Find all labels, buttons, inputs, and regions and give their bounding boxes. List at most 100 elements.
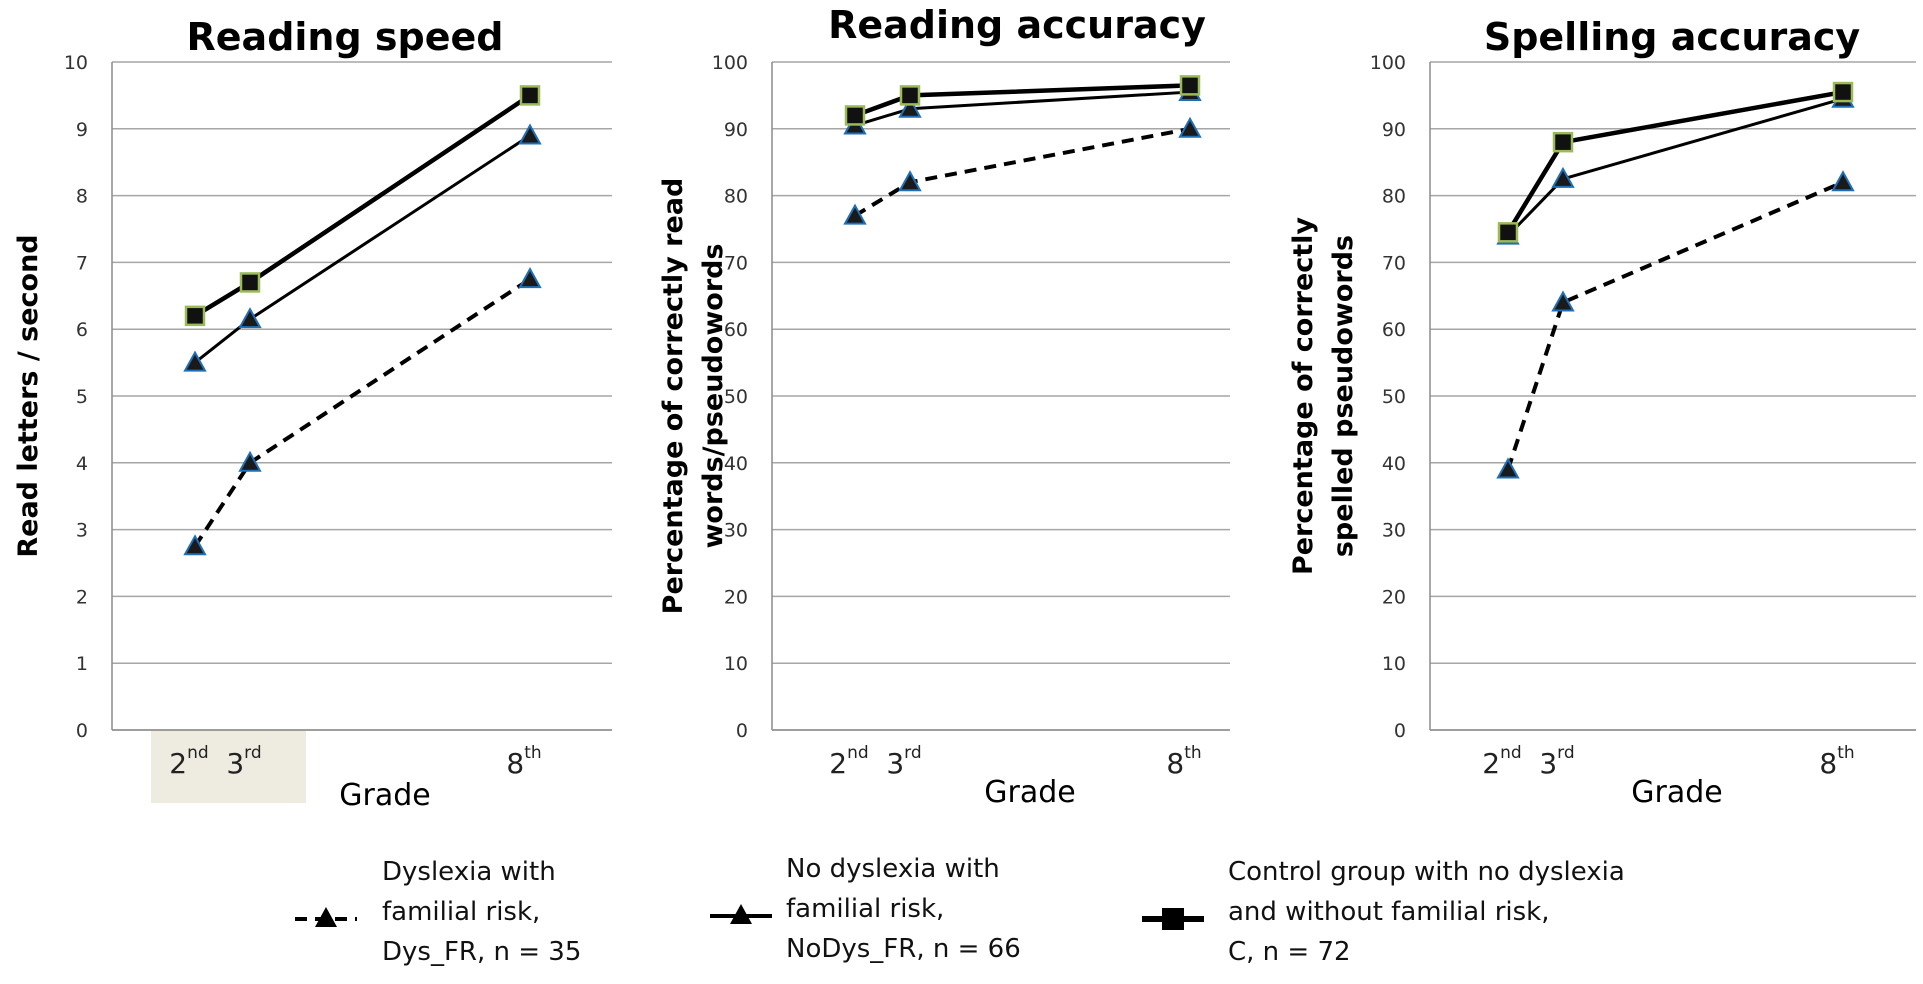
y-tick-label: 7 bbox=[76, 252, 88, 274]
x-tick-superscript: th bbox=[1837, 743, 1854, 763]
data-point-dys_fr bbox=[898, 170, 922, 192]
chart-panel-2: 0 10 20 30 40 50 60 70 80 90 100 Reading accuracy Pe… bbox=[658, 3, 1230, 810]
y-tick-label: 40 bbox=[1382, 453, 1406, 475]
x-tick-label: 8th bbox=[1166, 743, 1201, 780]
x-tick-superscript: nd bbox=[847, 743, 869, 763]
y-axis-label-line: Percentage of correctly bbox=[1288, 217, 1319, 575]
data-point-control bbox=[1832, 81, 1854, 103]
data-point-control bbox=[239, 272, 261, 293]
x-axis-label: Grade bbox=[339, 778, 430, 813]
legend-label: NoDys_FR, n = 66 bbox=[786, 934, 1021, 964]
y-tick-label: 3 bbox=[76, 520, 88, 542]
data-point-control bbox=[844, 105, 866, 126]
x-tick-label: 3rd bbox=[226, 743, 261, 780]
y-tick-label: 1 bbox=[76, 653, 88, 675]
y-tick-label: 100 bbox=[712, 52, 748, 74]
legend-label: No dyslexia with bbox=[786, 854, 1000, 884]
data-point-nodys_fr bbox=[238, 307, 262, 329]
data-point-nodys_fr bbox=[518, 123, 542, 145]
y-tick-label: 20 bbox=[1382, 586, 1406, 608]
y-tick-label: 20 bbox=[724, 586, 748, 608]
chart-title: Spelling accuracy bbox=[1484, 15, 1861, 59]
y-tick-label: 50 bbox=[724, 386, 748, 408]
y-tick-label: 100 bbox=[1370, 52, 1406, 74]
x-tick-base: 8 bbox=[1819, 747, 1837, 780]
x-tick-superscript: rd bbox=[904, 743, 921, 763]
x-tick-base: 3 bbox=[886, 747, 904, 780]
x-tick-base: 2 bbox=[1482, 747, 1500, 780]
data-point-control bbox=[899, 85, 921, 106]
y-tick-label: 70 bbox=[1382, 252, 1406, 274]
x-tick-superscript: rd bbox=[1557, 743, 1574, 763]
x-tick-base: 3 bbox=[1539, 747, 1557, 780]
series-line-dys_fr bbox=[193, 277, 532, 548]
x-tick-label: 8th bbox=[1819, 743, 1854, 780]
x-axis-label: Grade bbox=[1631, 775, 1722, 810]
y-tick-label: 90 bbox=[724, 119, 748, 141]
x-tick-base: 3 bbox=[226, 747, 244, 780]
x-axis-label: Grade bbox=[984, 775, 1075, 810]
y-tick-label: 30 bbox=[1382, 520, 1406, 542]
series-line-nodys_fr bbox=[1506, 97, 1844, 237]
data-point-control bbox=[184, 305, 206, 327]
data-point-dys_fr bbox=[1496, 457, 1520, 479]
data-point-dys_fr bbox=[1831, 170, 1855, 192]
y-tick-label: 5 bbox=[76, 386, 88, 408]
y-tick-label: 70 bbox=[724, 252, 748, 274]
y-axis-label: Percentage of correctly spelled pseudowor… bbox=[1288, 217, 1359, 575]
data-point-nodys_fr bbox=[183, 350, 207, 372]
y-tick-label: 0 bbox=[1394, 720, 1406, 742]
data-point-dys_fr bbox=[518, 267, 542, 289]
y-tick-label: 50 bbox=[1382, 386, 1406, 408]
legend-label: Dys_FR, n = 35 bbox=[382, 937, 581, 967]
legend-label: C, n = 72 bbox=[1228, 937, 1351, 967]
y-tick-label: 10 bbox=[64, 52, 88, 74]
data-point-control bbox=[1179, 75, 1201, 96]
data-point-control bbox=[1552, 131, 1574, 153]
y-tick-label: 2 bbox=[76, 586, 88, 608]
legend-item-control: Control group with no dyslexia and withou… bbox=[1142, 857, 1625, 967]
x-tick-label: 3rd bbox=[1539, 743, 1574, 780]
legend-item-nodys_fr: No dyslexia with familial risk, NoDys_FR, … bbox=[710, 854, 1021, 964]
y-tick-label: 0 bbox=[736, 720, 748, 742]
legend: Dyslexia with familial risk, Dys_FR, n = 3… bbox=[295, 854, 1625, 967]
y-tick-label: 90 bbox=[1382, 119, 1406, 141]
y-tick-label: 9 bbox=[76, 119, 88, 141]
x-tick-superscript: th bbox=[1184, 743, 1201, 763]
legend-label: and without familial risk, bbox=[1228, 897, 1549, 927]
y-axis-label: Read letters / second bbox=[13, 234, 44, 557]
x-tick-superscript: nd bbox=[187, 743, 209, 763]
x-tick-label: 3rd bbox=[886, 743, 921, 780]
y-axis-label-line: spelled pseudowords bbox=[1328, 235, 1359, 557]
x-tick-superscript: rd bbox=[244, 743, 261, 763]
legend-label: familial risk, bbox=[382, 897, 540, 927]
y-axis-label-line: words/pseudowords bbox=[698, 243, 729, 548]
y-axis-label: Percentage of correctly read words/pseudo… bbox=[658, 178, 729, 615]
y-tick-label: 6 bbox=[76, 319, 88, 341]
x-tick-label: 8th bbox=[506, 743, 541, 780]
y-tick-label: 40 bbox=[724, 453, 748, 475]
grade-highlight-box bbox=[151, 730, 306, 803]
x-tick-base: 8 bbox=[1166, 747, 1184, 780]
legend-square-icon bbox=[1162, 908, 1184, 930]
legend-label: familial risk, bbox=[786, 894, 944, 924]
y-tick-label: 0 bbox=[76, 720, 88, 742]
y-tick-label: 8 bbox=[76, 186, 88, 208]
data-point-control bbox=[1497, 222, 1519, 243]
x-tick-base: 2 bbox=[169, 747, 187, 780]
x-tick-base: 8 bbox=[506, 747, 524, 780]
legend-triangle-icon bbox=[730, 904, 752, 924]
y-tick-label: 80 bbox=[724, 186, 748, 208]
data-point-dys_fr bbox=[1178, 116, 1202, 138]
legend-item-dys_fr: Dyslexia with familial risk, Dys_FR, n = 3… bbox=[295, 857, 581, 967]
data-point-nodys_fr bbox=[1551, 166, 1575, 188]
x-tick-superscript: nd bbox=[1500, 743, 1522, 763]
x-tick-superscript: th bbox=[524, 743, 541, 763]
chart-title: Reading accuracy bbox=[828, 3, 1206, 47]
y-tick-label: 10 bbox=[724, 653, 748, 675]
chart-title: Reading speed bbox=[187, 15, 504, 59]
y-tick-label: 80 bbox=[1382, 186, 1406, 208]
data-point-dys_fr bbox=[843, 203, 867, 225]
legend-label: Control group with no dyslexia bbox=[1228, 857, 1625, 887]
data-point-dys_fr bbox=[183, 534, 207, 556]
